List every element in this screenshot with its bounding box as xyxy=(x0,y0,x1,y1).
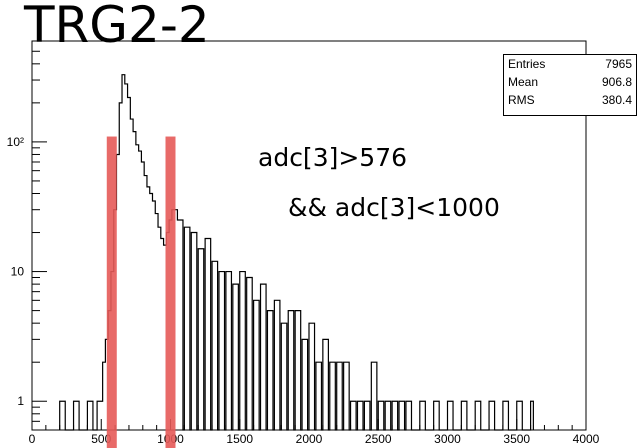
x-axis: 05001000150020002500300035004000 xyxy=(29,419,600,446)
cut-markers xyxy=(106,136,176,448)
histogram-series xyxy=(59,74,534,431)
y-axis: 1 10 10² xyxy=(7,40,47,422)
x-tick-label: 0 xyxy=(29,432,36,446)
stat-value: 906.8 xyxy=(601,75,632,89)
stat-row-rms: RMS 380.4 xyxy=(508,93,632,108)
x-tick-label: 4000 xyxy=(573,432,600,446)
stat-value: 380.4 xyxy=(601,93,632,107)
x-tick-label: 2500 xyxy=(365,432,392,446)
y-tick-label: 1 xyxy=(17,394,24,408)
x-tick-label: 3000 xyxy=(434,432,461,446)
stat-name: Mean xyxy=(508,75,539,89)
stats-box: Entries 7965 Mean 906.8 RMS 380.4 xyxy=(503,54,637,116)
y-tick-label: 10 xyxy=(11,265,25,279)
annotation-line-1: adc[3]>576 xyxy=(258,143,408,172)
stat-name: Entries xyxy=(508,57,546,71)
x-tick-label: 500 xyxy=(91,432,111,446)
histogram-line xyxy=(59,74,534,431)
x-tick-label: 1500 xyxy=(226,432,253,446)
annotation-line-2: && adc[3]<1000 xyxy=(288,193,500,222)
stat-row-entries: Entries 7965 xyxy=(508,57,632,72)
stat-value: 7965 xyxy=(605,57,632,71)
cut-line-high xyxy=(165,136,176,448)
x-tick-label: 2000 xyxy=(296,432,323,446)
cut-line-low xyxy=(106,136,117,448)
x-tick-label: 3500 xyxy=(503,432,530,446)
chart-title: TRG2-2 xyxy=(24,0,210,54)
stat-row-mean: Mean 906.8 xyxy=(508,75,632,90)
stat-name: RMS xyxy=(508,93,535,107)
y-tick-label: 10² xyxy=(7,135,24,149)
